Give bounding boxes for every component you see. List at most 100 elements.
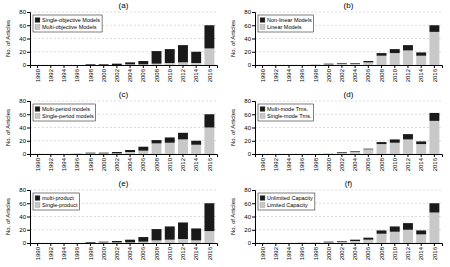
tick-label: 2004: [127, 68, 133, 82]
tick: 2006: [365, 243, 371, 260]
tick: 1996: [299, 243, 305, 260]
tick-label: 1994: [286, 68, 292, 82]
tick: 20: [244, 227, 255, 233]
tick: 2014: [418, 65, 424, 82]
tick-mark: [50, 154, 51, 157]
tick-label: 1990: [260, 157, 266, 171]
tick-label: 2010: [167, 68, 173, 82]
tick-label: 1994: [61, 68, 67, 82]
bar: [191, 145, 201, 154]
bar: [390, 232, 400, 243]
legend-swatch: [260, 25, 265, 30]
tick-label: 0: [23, 240, 27, 246]
tick-mark: [27, 154, 30, 155]
tick-mark: [116, 65, 117, 68]
tick-mark: [252, 52, 255, 53]
legend-item: Single-product: [35, 202, 78, 208]
tick: 40: [244, 214, 255, 220]
bar: [46, 154, 56, 155]
tick-label: 2014: [193, 157, 199, 171]
bar: [59, 154, 69, 155]
tick-label: 2010: [167, 246, 173, 260]
legend-label: Linear Models: [267, 24, 302, 30]
tick-label: 60: [19, 201, 26, 207]
tick: 2002: [114, 154, 120, 171]
bar: [204, 231, 214, 243]
tick: 2004: [127, 243, 133, 260]
tick-label: 60: [19, 112, 26, 118]
tick: 2016: [432, 154, 438, 171]
tick-label: 2006: [140, 68, 146, 82]
bars: [311, 25, 440, 65]
tick-label: 20: [19, 49, 26, 55]
bar: [403, 230, 413, 243]
bar: [165, 143, 175, 154]
bar: [138, 151, 148, 154]
bar: [204, 48, 214, 65]
legend-swatch: [260, 114, 265, 119]
tick: 1992: [273, 65, 279, 82]
axis-line: [31, 244, 218, 247]
tick: 1996: [74, 154, 80, 171]
tick: 2010: [167, 65, 173, 82]
bar: [204, 25, 214, 48]
tick: 2012: [405, 154, 411, 171]
tick: 1998: [313, 65, 319, 82]
grid: [30, 101, 217, 154]
y-axis: 020406080: [19, 98, 30, 157]
legend-swatch: [260, 203, 265, 208]
grid-line: [255, 216, 442, 217]
title: (c): [119, 90, 129, 99]
tick: 2008: [154, 65, 160, 82]
bar: [403, 139, 413, 154]
tick-label: 1996: [299, 157, 305, 171]
tick-label: 20: [19, 227, 26, 233]
series: [72, 128, 214, 155]
bar: [337, 64, 347, 65]
bar: [363, 61, 373, 62]
tick: 1992: [273, 154, 279, 171]
bar: [297, 242, 307, 243]
bar: [350, 240, 360, 241]
bar: [138, 242, 148, 243]
tick-mark: [103, 243, 104, 246]
bar: [377, 234, 387, 243]
tick-mark: [64, 243, 65, 246]
axis-line: [252, 102, 256, 155]
tick-mark: [209, 243, 210, 246]
tick-label: 20: [244, 138, 251, 144]
tick-label: 1996: [299, 246, 305, 260]
tick-mark: [328, 243, 329, 246]
tick-label: 2004: [127, 246, 133, 260]
bar: [311, 64, 321, 65]
tick-mark: [407, 65, 408, 68]
bar: [165, 137, 175, 142]
tick: 80: [19, 98, 30, 104]
tick: 1990: [260, 65, 266, 82]
bar: [191, 240, 201, 243]
legend-swatch: [260, 196, 265, 201]
tick-mark: [27, 114, 30, 115]
y-axis: 020406080: [244, 9, 255, 68]
bar: [271, 154, 281, 155]
axis-line: [252, 13, 256, 66]
tick: 2010: [392, 65, 398, 82]
bar: [46, 65, 56, 66]
tick-mark: [77, 65, 78, 68]
tick: 1994: [61, 65, 67, 82]
x-axis: 1990199219941996199820002002200420062008…: [31, 243, 218, 260]
bar: [390, 143, 400, 154]
grid-line: [30, 12, 217, 13]
bar: [99, 65, 109, 66]
grid: [255, 101, 442, 154]
bar: [112, 152, 122, 153]
bar: [390, 226, 400, 231]
tick-label: 2006: [140, 246, 146, 260]
tick-label: 1998: [313, 157, 319, 171]
tick: 2010: [167, 154, 173, 171]
bar: [178, 239, 188, 243]
tick-label: 40: [19, 214, 26, 220]
tick: 1998: [88, 154, 94, 171]
bar: [350, 64, 360, 65]
tick-mark: [196, 154, 197, 157]
